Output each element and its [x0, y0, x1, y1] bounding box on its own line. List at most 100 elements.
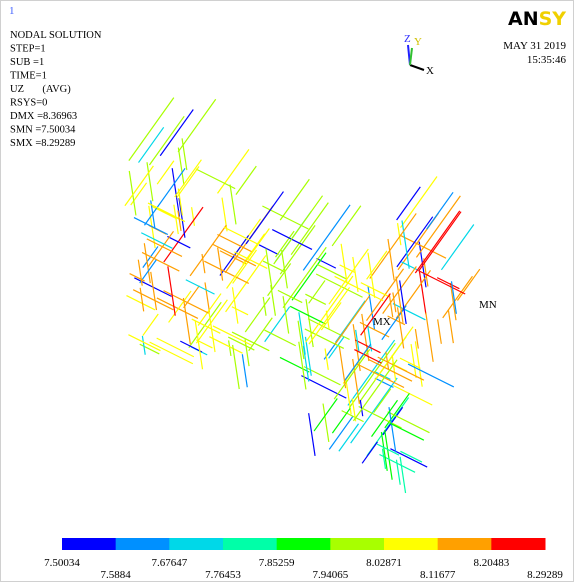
mesh-edge — [437, 278, 459, 289]
mesh-edge — [303, 205, 350, 271]
triad-x — [410, 65, 424, 70]
max-marker: MX — [373, 316, 391, 328]
mesh-edge — [283, 247, 326, 308]
axis-triad: Z Y X — [404, 33, 434, 77]
mesh-edge — [174, 205, 178, 234]
mesh-edge — [157, 161, 174, 184]
mesh-edge — [178, 99, 216, 152]
mesh-edge — [143, 314, 158, 336]
mesh-edge — [157, 338, 194, 357]
mesh — [125, 98, 480, 493]
legend-swatch — [62, 538, 116, 550]
mesh-edge — [126, 296, 154, 310]
mesh-edge — [195, 321, 202, 370]
legend-swatch — [384, 538, 438, 550]
mesh-edge — [398, 223, 401, 245]
mesh-edge — [325, 348, 328, 369]
mesh-edge — [141, 233, 172, 249]
frame — [1, 1, 574, 582]
legend-label: 7.94065 — [312, 569, 348, 581]
mesh-edge — [419, 212, 461, 271]
time: 15:35:46 — [527, 54, 567, 66]
legend-label: 7.76453 — [205, 569, 241, 581]
mesh-edge — [164, 291, 209, 314]
mesh-edge — [339, 347, 345, 388]
mesh-edge — [263, 261, 284, 272]
mesh-edge — [335, 301, 365, 343]
legend-label: 7.50034 — [44, 557, 80, 569]
mesh-edge — [397, 187, 421, 220]
mesh-edge — [157, 298, 198, 319]
mesh-edge — [227, 229, 270, 289]
mesh-edge — [335, 276, 384, 300]
mesh-edge — [242, 354, 247, 387]
mesh-edge — [332, 206, 361, 246]
mesh-edge — [309, 413, 315, 456]
mesh-edge — [317, 258, 336, 268]
ansys-window: 1 NODAL SOLUTIONSTEP=1SUB =1TIME=1UZ (AV… — [0, 0, 574, 582]
mesh-edge — [323, 404, 329, 442]
mesh-edge — [139, 127, 164, 162]
info-line: SUB =1 — [10, 57, 44, 68]
mesh-edge — [448, 310, 453, 343]
mesh-edge — [339, 424, 359, 452]
date: MAY 31 2019 — [503, 40, 566, 52]
mesh-edge — [390, 423, 424, 440]
triad-z-label: Z — [404, 33, 411, 45]
mesh-edge — [362, 442, 377, 463]
info-line: DMX =8.36963 — [10, 111, 77, 122]
mesh-edge — [400, 358, 420, 368]
legend-label: 7.67647 — [151, 557, 187, 569]
mesh-edge — [457, 269, 479, 300]
mesh-edge — [140, 288, 144, 312]
mesh-edge — [306, 276, 353, 342]
mesh-edge — [361, 294, 391, 336]
mesh-edge — [236, 166, 256, 195]
mesh-edge — [349, 343, 395, 408]
info-line: RSYS=0 — [10, 98, 47, 109]
info-line: NODAL SOLUTION — [10, 30, 102, 41]
logo: ANSY — [508, 8, 566, 30]
triad-x-label: X — [426, 65, 434, 77]
legend-label: 8.11677 — [420, 569, 456, 581]
mesh-edge — [385, 393, 410, 427]
legend-label: 7.85259 — [259, 557, 295, 569]
triad-y-label: Y — [414, 36, 422, 48]
legend-label: 8.02871 — [366, 557, 402, 569]
logo-main: AN — [508, 8, 539, 30]
mesh-edge — [232, 307, 248, 315]
mesh-edge — [389, 294, 392, 317]
info-block: NODAL SOLUTIONSTEP=1SUB =1TIME=1UZ (AVG)… — [10, 30, 102, 149]
mesh-edge — [426, 313, 433, 362]
mesh-edge — [246, 192, 283, 244]
legend-swatch — [438, 538, 492, 550]
legend-label: 7.5884 — [101, 569, 132, 581]
mesh-edge — [340, 265, 355, 273]
legend-swatch — [491, 538, 545, 550]
mesh-edge — [309, 287, 350, 344]
info-line: UZ (AVG) — [10, 84, 71, 95]
mesh-edge — [213, 326, 252, 345]
mesh-edge — [230, 185, 236, 225]
mesh-edge — [209, 311, 215, 352]
mesh-edge — [160, 109, 193, 155]
mesh-edge — [280, 179, 309, 220]
mesh-edge — [179, 198, 185, 237]
legend-swatch — [330, 538, 384, 550]
mesh-edge — [332, 408, 350, 433]
min-marker: MN — [479, 299, 497, 311]
window-number: 1 — [9, 5, 15, 17]
mesh-edge — [151, 272, 157, 310]
info-line: STEP=1 — [10, 44, 46, 55]
legend-label: 8.29289 — [527, 569, 563, 581]
legend-swatch — [116, 538, 170, 550]
legend-swatch — [223, 538, 277, 550]
mesh-edge — [266, 249, 272, 290]
mesh-edge — [400, 451, 422, 462]
mesh-edge — [229, 340, 231, 356]
mesh-edge — [264, 330, 295, 346]
info-line: SMX =8.29289 — [10, 138, 75, 149]
mesh-edge — [400, 280, 407, 324]
mesh-edge — [441, 224, 473, 269]
mesh-edge — [374, 389, 391, 413]
